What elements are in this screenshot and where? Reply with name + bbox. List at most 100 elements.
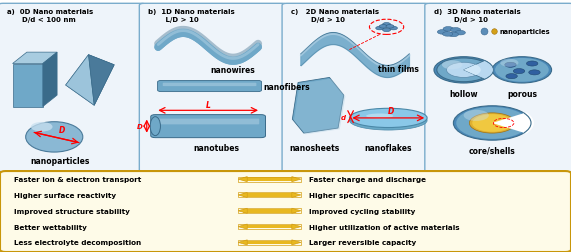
Polygon shape xyxy=(43,53,57,107)
Ellipse shape xyxy=(31,122,53,132)
Circle shape xyxy=(472,115,512,132)
Ellipse shape xyxy=(26,122,83,152)
Polygon shape xyxy=(238,224,247,229)
Circle shape xyxy=(383,29,391,33)
Text: Improved cycling stability: Improved cycling stability xyxy=(309,208,416,214)
Circle shape xyxy=(442,61,463,70)
Ellipse shape xyxy=(366,114,393,119)
Circle shape xyxy=(389,27,397,31)
Text: d)  3D Nano materials
        D/d > 10: d) 3D Nano materials D/d > 10 xyxy=(434,9,521,23)
Text: nanoflakes: nanoflakes xyxy=(364,144,412,153)
Circle shape xyxy=(492,57,552,84)
Circle shape xyxy=(443,33,453,37)
Circle shape xyxy=(448,33,459,38)
Circle shape xyxy=(513,69,525,74)
Text: nanofibers: nanofibers xyxy=(264,82,311,91)
Circle shape xyxy=(437,59,490,82)
Text: nanotubes: nanotubes xyxy=(194,144,240,153)
Circle shape xyxy=(451,28,461,33)
Text: D: D xyxy=(58,125,65,134)
Text: porous: porous xyxy=(507,90,537,99)
Circle shape xyxy=(443,27,453,32)
Circle shape xyxy=(447,63,481,78)
Text: Higher utilization of active materials: Higher utilization of active materials xyxy=(309,224,460,230)
Polygon shape xyxy=(292,193,301,198)
FancyBboxPatch shape xyxy=(282,4,429,172)
Ellipse shape xyxy=(349,111,427,131)
Circle shape xyxy=(495,59,549,82)
Polygon shape xyxy=(292,208,301,213)
Circle shape xyxy=(434,57,493,84)
Text: Faster ion & electron transport: Faster ion & electron transport xyxy=(14,176,142,182)
Polygon shape xyxy=(13,53,57,64)
Text: Faster charge and discharge: Faster charge and discharge xyxy=(309,176,427,182)
FancyBboxPatch shape xyxy=(151,115,266,138)
Circle shape xyxy=(464,110,489,121)
Polygon shape xyxy=(13,64,43,107)
Polygon shape xyxy=(238,240,247,245)
FancyBboxPatch shape xyxy=(243,178,296,181)
Text: c)   2D Nano materials
        D/d > 10: c) 2D Nano materials D/d > 10 xyxy=(291,9,379,23)
Circle shape xyxy=(505,63,516,68)
Text: d: d xyxy=(341,114,346,120)
Text: a)  0D Nano materials
      D/d < 100 nm: a) 0D Nano materials D/d < 100 nm xyxy=(7,9,94,23)
Circle shape xyxy=(500,59,518,68)
FancyBboxPatch shape xyxy=(243,241,296,244)
FancyBboxPatch shape xyxy=(0,4,146,172)
FancyBboxPatch shape xyxy=(139,4,287,172)
Polygon shape xyxy=(89,55,114,106)
Text: D: D xyxy=(137,124,143,130)
Text: core/shells: core/shells xyxy=(469,146,516,155)
Circle shape xyxy=(456,108,528,139)
Text: nanoparticles: nanoparticles xyxy=(499,28,550,35)
Text: Improved structure stability: Improved structure stability xyxy=(14,208,130,214)
Wedge shape xyxy=(464,65,481,76)
Text: hollow: hollow xyxy=(449,90,478,99)
Polygon shape xyxy=(66,55,114,106)
Polygon shape xyxy=(294,79,345,135)
Text: Larger reversible capacity: Larger reversible capacity xyxy=(309,239,417,245)
Circle shape xyxy=(376,27,384,31)
Text: Better wettability: Better wettability xyxy=(14,224,87,230)
Circle shape xyxy=(469,113,515,134)
Polygon shape xyxy=(292,224,301,229)
Polygon shape xyxy=(238,177,247,182)
FancyBboxPatch shape xyxy=(243,209,296,213)
Polygon shape xyxy=(292,78,344,134)
Circle shape xyxy=(455,31,465,36)
Text: D: D xyxy=(388,106,395,115)
Circle shape xyxy=(506,74,517,79)
Text: Higher specific capacities: Higher specific capacities xyxy=(309,192,415,198)
Polygon shape xyxy=(292,177,301,182)
Circle shape xyxy=(529,71,540,76)
FancyBboxPatch shape xyxy=(243,225,296,228)
Circle shape xyxy=(437,30,448,35)
Circle shape xyxy=(379,25,387,29)
Text: L: L xyxy=(206,101,211,110)
FancyBboxPatch shape xyxy=(163,83,256,87)
FancyBboxPatch shape xyxy=(243,194,296,197)
Text: Less electrolyte decomposition: Less electrolyte decomposition xyxy=(14,239,142,245)
Text: thin films: thin films xyxy=(377,64,419,73)
Circle shape xyxy=(383,23,391,27)
FancyBboxPatch shape xyxy=(425,4,571,172)
Polygon shape xyxy=(238,208,247,213)
FancyBboxPatch shape xyxy=(158,81,262,92)
Polygon shape xyxy=(301,34,409,78)
Circle shape xyxy=(453,106,531,141)
Text: nanosheets: nanosheets xyxy=(289,144,339,153)
Text: Higher surface reactivity: Higher surface reactivity xyxy=(14,192,116,198)
FancyBboxPatch shape xyxy=(157,119,259,125)
Text: nanoparticles: nanoparticles xyxy=(30,157,90,166)
Polygon shape xyxy=(292,240,301,245)
Text: b)  1D Nano materials
       L/D > 10: b) 1D Nano materials L/D > 10 xyxy=(148,9,235,23)
Polygon shape xyxy=(66,55,94,106)
Circle shape xyxy=(386,25,394,29)
Text: nanowires: nanowires xyxy=(210,66,255,75)
Circle shape xyxy=(526,62,538,67)
Wedge shape xyxy=(492,113,534,134)
Ellipse shape xyxy=(150,117,160,136)
Polygon shape xyxy=(238,193,247,198)
Wedge shape xyxy=(464,61,493,80)
FancyBboxPatch shape xyxy=(0,171,571,252)
